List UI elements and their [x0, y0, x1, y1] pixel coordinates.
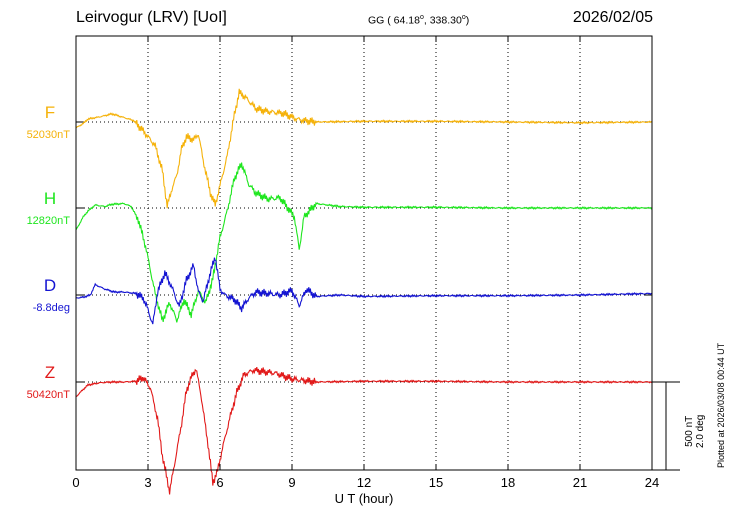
coords-mid: , 338.30: [423, 14, 462, 27]
x-tick-label: 0: [72, 475, 79, 490]
x-tick-label: 21: [573, 475, 587, 490]
x-tick-label: 18: [501, 475, 515, 490]
series-line-d: [75, 257, 653, 325]
series-labels: F 52030nT H 12820nT D -8.8deg Z 50420nT: [27, 103, 71, 401]
series-line-h: [75, 162, 653, 323]
x-tick-label: 9: [288, 475, 295, 490]
x-tick-label: 15: [429, 475, 443, 490]
plot-frame: [75, 35, 653, 471]
x-tick-label: 6: [216, 475, 223, 490]
x-axis-label: U T (hour): [335, 491, 394, 506]
series-line-z: [75, 366, 653, 495]
series-baseline-d: -8.8deg: [33, 302, 70, 314]
series-baseline-h: 12820nT: [27, 215, 71, 227]
degree-mark: o: [419, 14, 424, 21]
coords-prefix: GG ( 64.18: [368, 14, 420, 27]
series-name-f: F: [45, 103, 55, 122]
series-name-z: Z: [45, 363, 55, 382]
x-tick-label: 3: [144, 475, 151, 490]
series-baseline-f: 52030nT: [27, 129, 71, 141]
series-line-f: [75, 88, 653, 209]
series-name-d: D: [44, 276, 56, 295]
scale-deg: 2.0 deg: [695, 414, 706, 448]
coords-suffix: ): [465, 14, 470, 27]
x-tick-label: 24: [645, 475, 659, 490]
plotted-timestamp: Plotted at 2026/03/08 00:44 UT: [716, 342, 726, 468]
series-baseline-z: 50420nT: [27, 389, 71, 401]
date-label: 2026/02/05: [572, 9, 653, 26]
x-axis: 0 3 6 9 12 15 18 21 24: [72, 36, 659, 490]
x-tick-label: 12: [357, 475, 371, 490]
scale-legend: 500 nT 2.0 deg: [684, 415, 706, 448]
series-name-h: H: [44, 189, 56, 208]
series-lines: [75, 88, 653, 495]
scale-nt: 500 nT: [684, 415, 695, 447]
degree-mark: o: [461, 14, 466, 21]
station-title: Leirvogur (LRV) [UoI]: [76, 9, 227, 26]
grid-lines: [76, 36, 652, 470]
geo-coordinates: GG ( 64.18o, 338.30o): [368, 14, 469, 27]
